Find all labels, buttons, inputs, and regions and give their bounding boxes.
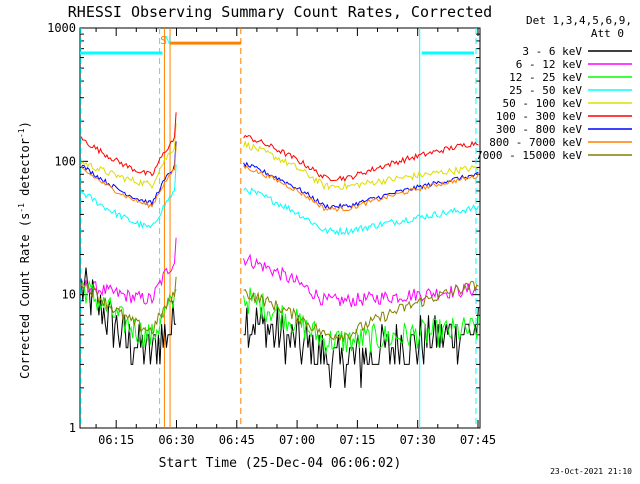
y-axis-label: Corrected Count Rate (s-1 detector-1) <box>17 121 32 379</box>
x-tick-label: 07:00 <box>279 433 315 447</box>
legend-label: 800 - 7000 keV <box>489 136 582 149</box>
y-axis-label-mid: detector <box>18 138 32 203</box>
legend-label: 12 - 25 keV <box>509 71 582 84</box>
chart-title: RHESSI Observing Summary Count Rates, Co… <box>68 3 492 21</box>
plot-frame <box>79 27 481 429</box>
y-tick-label: 1 <box>69 421 76 435</box>
plot-area: 1 10 100 1000 06:15 06:30 06:45 07:00 07:15 07:30… <box>47 21 496 447</box>
series-line-5 <box>80 122 479 191</box>
x-tick-label: 07:30 <box>400 433 436 447</box>
y-axis-label-exp1: -1 <box>17 203 26 213</box>
legend-detector-header: Det 1,3,4,5,6,9, <box>526 14 632 27</box>
svg-text:Corrected Count Rate (s-1 dete: Corrected Count Rate (s-1 detector-1) <box>17 121 32 379</box>
footer-timestamp: 23-Oct-2021 21:10 <box>550 467 632 476</box>
legend-label: 100 - 300 keV <box>496 110 582 123</box>
legend-label: 7000 - 15000 keV <box>476 149 582 162</box>
x-tick-label: 06:15 <box>98 433 134 447</box>
legend-attenuator-header: Att 0 <box>591 27 624 40</box>
series-line-3 <box>80 279 479 355</box>
y-tick-label: 1000 <box>47 21 76 35</box>
x-tick-label: 07:45 <box>460 433 496 447</box>
series-line-7 <box>80 141 479 210</box>
x-tick-label: 07:15 <box>339 433 375 447</box>
legend-label: 3 - 6 keV <box>522 45 582 58</box>
legend-label: 300 - 800 keV <box>496 123 582 136</box>
series-line-4 <box>80 164 479 236</box>
x-tick-label: 06:45 <box>219 433 255 447</box>
legend-label: 25 - 50 keV <box>509 84 582 97</box>
y-tick-label: 10 <box>62 288 76 302</box>
series-line-8 <box>80 145 479 212</box>
legend-label: 50 - 100 keV <box>503 97 583 110</box>
series-line-6 <box>80 112 479 183</box>
y-tick-label: 100 <box>54 154 76 168</box>
series-line-2 <box>80 237 479 308</box>
saa-annotation: N <box>164 34 171 47</box>
y-axis-label-end: ) <box>18 121 32 128</box>
x-tick-label: 06:30 <box>158 433 194 447</box>
legend-label: 6 - 12 keV <box>516 58 583 71</box>
y-axis-label-main: Corrected Count Rate (s <box>18 213 32 379</box>
y-axis-label-exp2: -1 <box>17 128 26 138</box>
saa-annotation: S <box>160 34 167 47</box>
series-line-9 <box>80 276 479 343</box>
x-axis-label: Start Time (25-Dec-04 06:06:02) <box>159 456 402 471</box>
